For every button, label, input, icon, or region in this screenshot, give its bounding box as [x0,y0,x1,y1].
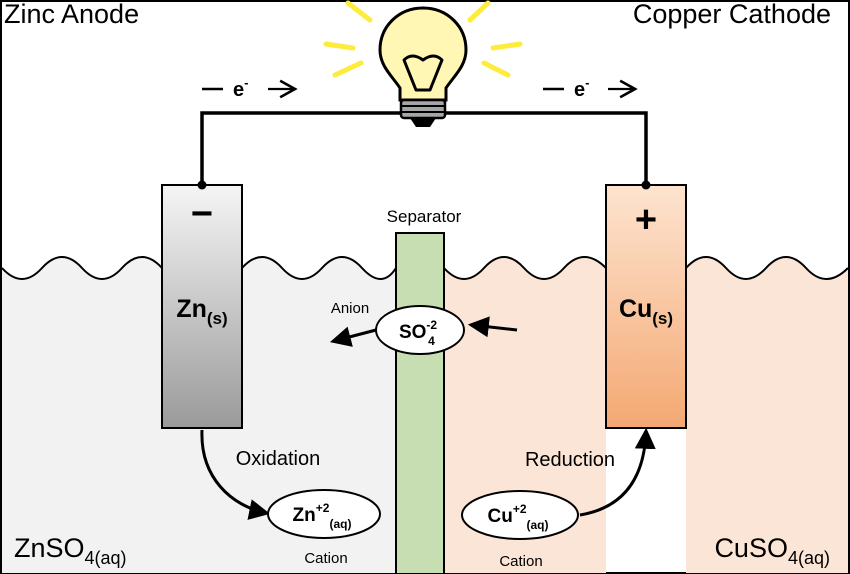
copper-cation-bubble [461,490,579,540]
anion-arrow-in [467,316,518,338]
left-solution-label: ZnSO4(aq) [14,533,127,568]
anode-title: Zinc Anode [4,0,139,29]
right-solution-label: CuSO4(aq) [714,533,830,568]
liquid-surface-left [1,256,163,280]
liquid-surface-right-inner [443,256,607,280]
cathode-element-label: Cu(s) [619,295,673,328]
electron-flow-right: e- [543,75,638,101]
reduction-arrow [579,427,656,517]
anion-label: Anion [331,300,369,317]
electron-label-left: e- [233,75,248,101]
zinc-electrode [161,184,243,429]
reduction-label: Reduction [525,449,615,471]
liquid-surface-right [685,256,849,280]
separator-membrane [395,232,445,574]
anode-sign: − [191,193,213,235]
copper-cation-caption: Cation [499,553,542,570]
cathode-sign: + [635,199,657,241]
external-wire [200,111,648,185]
cathode-title: Copper Cathode [633,0,831,29]
anion-arrow-out [329,326,377,347]
zinc-cation-bubble [267,489,381,539]
oxidation-arrow [200,429,271,520]
electron-label-right: e- [574,75,589,101]
anode-element-label: Zn(s) [176,295,227,328]
zinc-cation-caption: Cation [304,550,347,567]
separator-label: Separator [387,207,462,226]
anode-terminal [197,180,207,190]
anion-formula: SO-2 4 [399,318,437,348]
cathode-terminal [641,180,651,190]
copper-cation-formula: Cu+2(aq) [487,502,548,532]
electron-flow-left: e- [202,75,298,101]
liquid-surface-middle [241,256,397,280]
zinc-cation-formula: Zn+2(aq) [293,501,352,531]
light-bulb-icon [323,0,523,127]
oxidation-label: Oxidation [236,448,321,470]
